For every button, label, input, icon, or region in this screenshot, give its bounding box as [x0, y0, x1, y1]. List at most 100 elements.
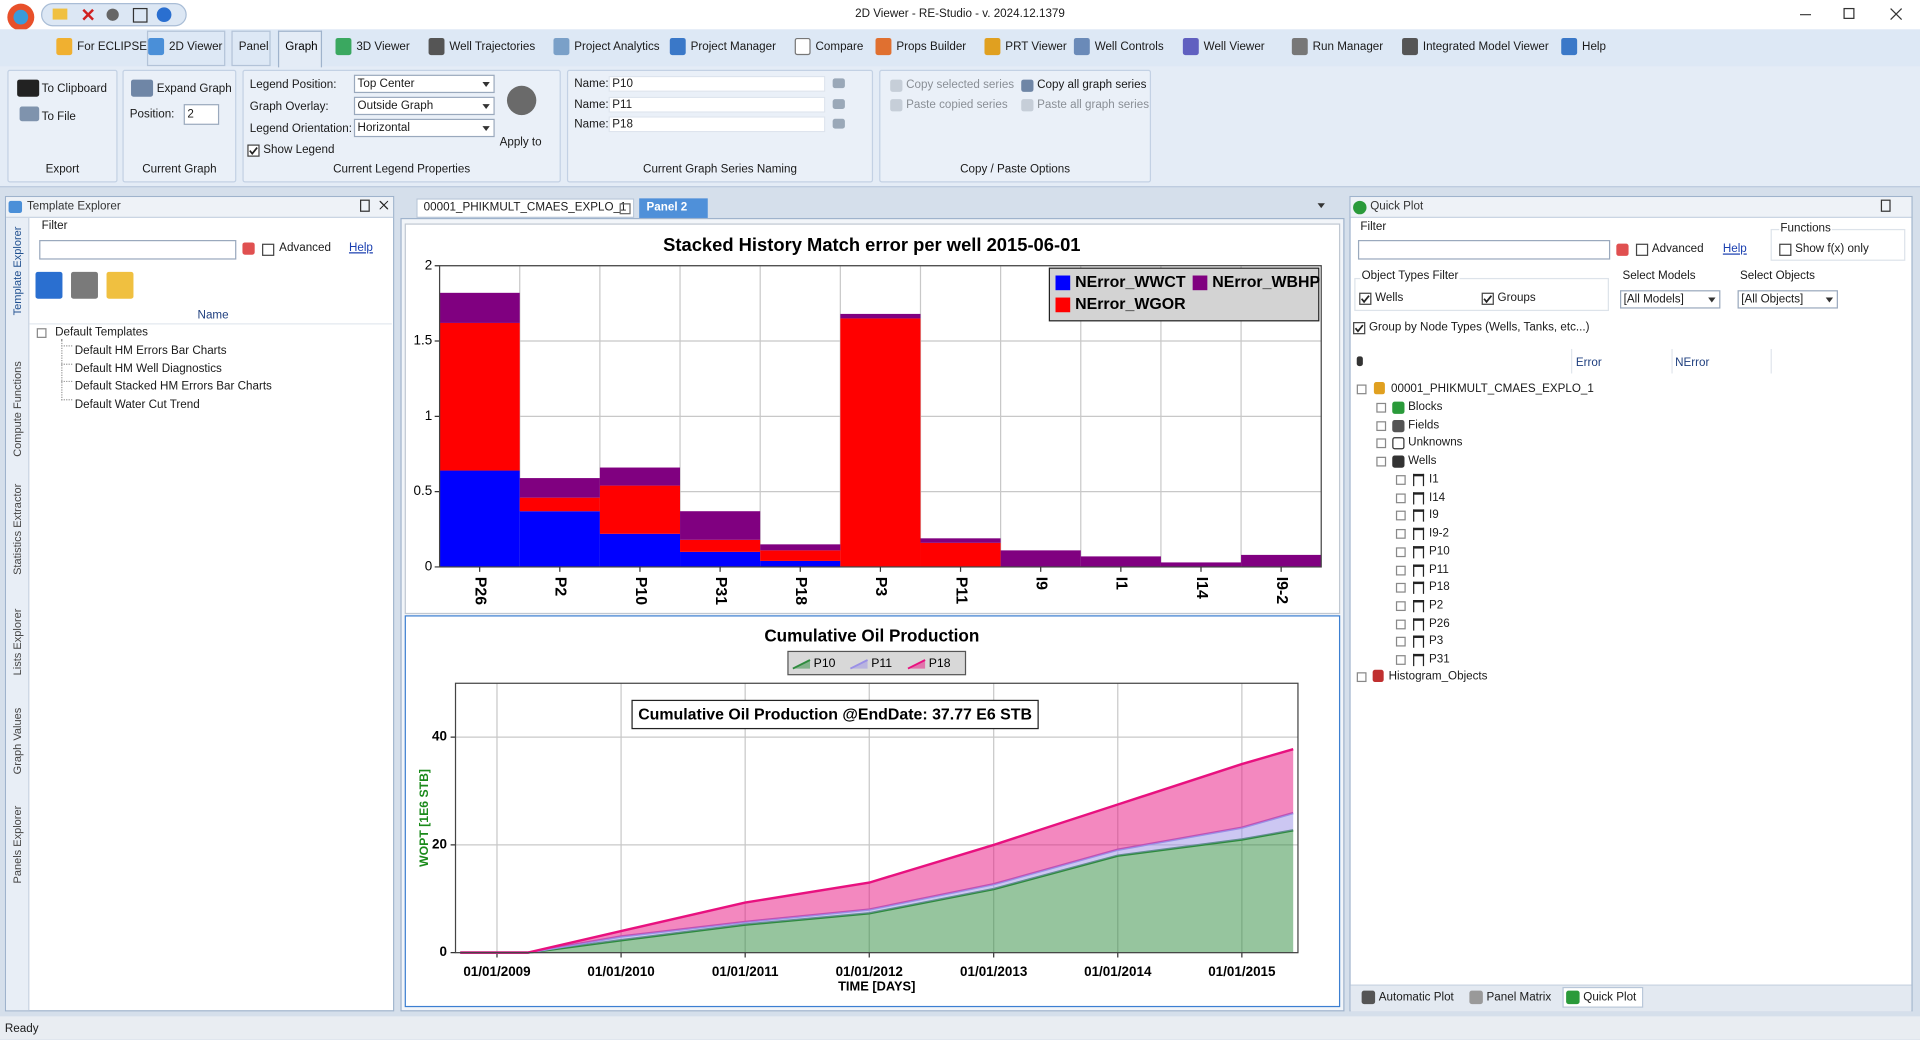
combo-box[interactable]: [353, 118, 495, 138]
help-link[interactable]: Help: [1722, 242, 1747, 256]
document-tab[interactable]: [416, 198, 635, 218]
tree-node[interactable]: Histogram_Objects: [1388, 669, 1488, 684]
filter-input[interactable]: [1357, 240, 1611, 260]
tree-expander[interactable]: [1395, 583, 1406, 593]
checkbox[interactable]: [1481, 292, 1494, 305]
checkbox-label[interactable]: Show f(x) only: [1795, 242, 1869, 256]
checkbox[interactable]: [1353, 322, 1366, 335]
pin-button[interactable]: [360, 199, 370, 212]
pin-button[interactable]: [1880, 199, 1891, 212]
save-icon[interactable]: [132, 7, 148, 23]
tree-node[interactable]: I1: [1428, 472, 1439, 487]
tree-node[interactable]: P11: [1428, 562, 1449, 577]
tree-node[interactable]: Wells: [1408, 454, 1437, 468]
name-value[interactable]: P18: [612, 117, 633, 132]
settings-icon[interactable]: [106, 8, 119, 21]
side-tab[interactable]: Compute Functions: [11, 361, 24, 457]
checkbox[interactable]: [1635, 243, 1649, 256]
side-tab[interactable]: Lists Explorer: [11, 608, 24, 676]
tree-expander[interactable]: [1376, 438, 1387, 449]
tree-expander[interactable]: [1376, 456, 1387, 467]
combo-box[interactable]: [1737, 290, 1838, 309]
ribbon-tab[interactable]: Well Viewer: [1203, 40, 1265, 54]
document-tab-label[interactable]: 00001_PHIKMULT_CMAES_EXPLO_1: [423, 200, 627, 215]
bottom-tab[interactable]: Automatic Plot: [1378, 990, 1454, 1005]
tree-expander[interactable]: [1395, 637, 1406, 647]
checkbox-label[interactable]: Advanced: [1651, 242, 1704, 256]
ribbon-tab[interactable]: For ECLIPSE: [77, 40, 147, 54]
name-input[interactable]: [608, 116, 826, 133]
checkbox[interactable]: [262, 243, 275, 256]
bottom-tab[interactable]: Panel Matrix: [1486, 990, 1552, 1005]
tree-expander[interactable]: [1395, 655, 1406, 665]
tree-item[interactable]: Default HM Well Diagnostics: [74, 362, 222, 376]
tree-node[interactable]: P3: [1428, 634, 1444, 649]
checkbox[interactable]: [1359, 292, 1372, 305]
ribbon-button[interactable]: To File: [41, 110, 76, 124]
tree-node[interactable]: P26: [1428, 616, 1450, 631]
tree-node[interactable]: I9: [1428, 508, 1439, 523]
close-panel[interactable]: [379, 200, 389, 210]
ribbon-button[interactable]: Expand Graph: [156, 82, 232, 96]
ribbon-button[interactable]: Paste all graph series: [1037, 97, 1150, 112]
tree-node[interactable]: P10: [1428, 544, 1450, 559]
name-value[interactable]: P11: [612, 97, 633, 111]
side-tab[interactable]: Statistics Extractor: [11, 483, 24, 575]
tree-root[interactable]: 00001_PHIKMULT_CMAES_EXPLO_1: [1391, 382, 1594, 396]
tree-node[interactable]: Fields: [1408, 418, 1440, 432]
tab-close[interactable]: [619, 203, 631, 215]
name-input[interactable]: [608, 75, 826, 92]
ribbon-tab[interactable]: Help: [1582, 40, 1606, 54]
help-link[interactable]: Help: [348, 241, 373, 255]
tree-root[interactable]: Default Templates: [55, 325, 149, 340]
combo-box[interactable]: [1620, 290, 1721, 309]
ribbon-tab[interactable]: Well Trajectories: [449, 40, 536, 54]
tree-expander[interactable]: [1395, 619, 1406, 629]
spin-box[interactable]: [183, 104, 220, 125]
ribbon-tab[interactable]: Graph: [285, 40, 318, 54]
ribbon-button[interactable]: Paste copied series: [906, 97, 1008, 112]
document-tab-label[interactable]: Panel 2: [646, 200, 688, 215]
checkbox[interactable]: [1779, 243, 1792, 256]
tree-expander[interactable]: [1395, 511, 1406, 521]
ribbon-tab[interactable]: 2D Viewer: [168, 40, 223, 54]
ribbon-tab[interactable]: Integrated Model Viewer: [1422, 40, 1549, 54]
tree-expander[interactable]: [36, 328, 47, 338]
ribbon-tab[interactable]: Compare: [815, 40, 864, 54]
ribbon-button[interactable]: Copy all graph series: [1037, 78, 1147, 92]
filter-input[interactable]: [39, 240, 237, 260]
ribbon-button[interactable]: Copy selected series: [906, 78, 1015, 92]
tree-node[interactable]: Unknowns: [1408, 436, 1463, 450]
spin-value[interactable]: 2: [187, 107, 194, 122]
checkbox-label[interactable]: Groups: [1497, 291, 1536, 305]
side-tab[interactable]: Panels Explorer: [11, 805, 24, 884]
ribbon-tab[interactable]: Run Manager: [1312, 40, 1384, 54]
ribbon-tab[interactable]: Panel: [238, 40, 269, 54]
ribbon-button[interactable]: To Clipboard: [41, 82, 107, 96]
tree-expander[interactable]: [1395, 565, 1406, 575]
combo-box[interactable]: [353, 96, 495, 116]
tree-node[interactable]: Blocks: [1408, 400, 1443, 414]
tree-node[interactable]: I14: [1428, 490, 1446, 505]
ribbon-tab[interactable]: Project Manager: [690, 40, 776, 54]
tree-expander[interactable]: [1356, 672, 1367, 683]
tree-expander[interactable]: [1395, 493, 1406, 503]
restore-button[interactable]: [1843, 7, 1855, 19]
name-input[interactable]: [608, 96, 826, 113]
name-value[interactable]: P10: [612, 77, 633, 91]
close-button[interactable]: [1890, 8, 1903, 21]
tree-item[interactable]: Default Stacked HM Errors Bar Charts: [74, 380, 272, 394]
tree-node[interactable]: P18: [1428, 580, 1450, 595]
refresh-icon[interactable]: [156, 7, 172, 23]
tree-expander[interactable]: [1356, 384, 1367, 395]
ribbon-tab[interactable]: Project Analytics: [574, 40, 660, 54]
tree-expander[interactable]: [1395, 529, 1406, 539]
ribbon-tab[interactable]: Well Controls: [1094, 40, 1164, 54]
ribbon-button[interactable]: Apply to: [499, 135, 542, 150]
tree-expander[interactable]: [1395, 475, 1406, 485]
tree-item[interactable]: Default Water Cut Trend: [74, 398, 200, 412]
side-tab[interactable]: Template Explorer: [11, 226, 24, 316]
open-icon[interactable]: [52, 8, 68, 20]
bottom-tab[interactable]: Quick Plot: [1583, 990, 1637, 1005]
tree-item[interactable]: Default HM Errors Bar Charts: [74, 344, 227, 358]
